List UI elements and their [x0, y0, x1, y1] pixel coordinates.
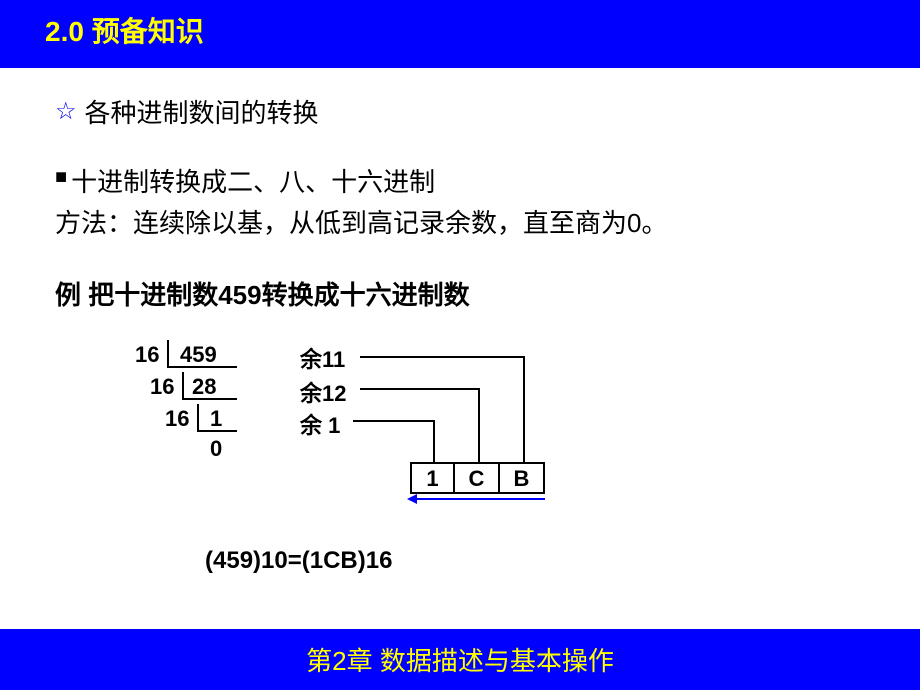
result-digit-1: 1 — [410, 462, 455, 494]
dividend-1: 459 — [180, 342, 217, 368]
divisor-2: 16 — [150, 374, 174, 400]
connect-line — [478, 388, 480, 464]
result-equation: (459)10=(1CB)16 — [205, 547, 865, 575]
result-digit-3: B — [500, 462, 545, 494]
divisor-1: 16 — [135, 342, 159, 368]
connect-line — [523, 356, 525, 464]
footer-text: 第2章 数据描述与基本操作 — [0, 641, 920, 678]
remainder-1: 余11 — [300, 342, 345, 374]
dividend-2: 28 — [192, 374, 216, 400]
method-text: 方法：连续除以基，从低到高记录余数，直至商为0。 — [55, 203, 865, 240]
direction-arrow-head — [407, 494, 417, 504]
connect-line — [360, 388, 480, 390]
quotient-0: 0 — [210, 436, 222, 462]
division-diagram: 16 459 余11 16 28 余12 16 1 余 1 0 1 C B — [135, 342, 655, 542]
subtopic-line: ■ 十进制转换成二、八、十六进制 — [55, 162, 865, 199]
topic-text: 各种进制数间的转换 — [85, 93, 319, 130]
remainder-3: 余 1 — [300, 408, 340, 440]
divisor-3: 16 — [165, 406, 189, 432]
example-text: 例 把十进制数459转换成十六进制数 — [55, 275, 865, 312]
result-digit-2: C — [455, 462, 500, 494]
header-title: 2.0 预备知识 — [45, 10, 875, 50]
bullet-icon: ■ — [55, 166, 67, 189]
star-icon: ☆ — [55, 97, 77, 126]
connect-line — [433, 420, 435, 464]
connect-line — [360, 356, 525, 358]
slide-header: 2.0 预备知识 — [0, 0, 920, 68]
remainder-2: 余12 — [300, 376, 346, 408]
subtopic-text: 十进制转换成二、八、十六进制 — [71, 162, 435, 199]
direction-arrow-line — [415, 498, 545, 500]
topic-line: ☆ 各种进制数间的转换 — [55, 93, 865, 130]
slide-content: ☆ 各种进制数间的转换 ■ 十进制转换成二、八、十六进制 方法：连续除以基，从低… — [0, 68, 920, 575]
dividend-3: 1 — [210, 406, 222, 432]
slide-footer: 第2章 数据描述与基本操作 — [0, 629, 920, 690]
connect-line — [353, 420, 435, 422]
